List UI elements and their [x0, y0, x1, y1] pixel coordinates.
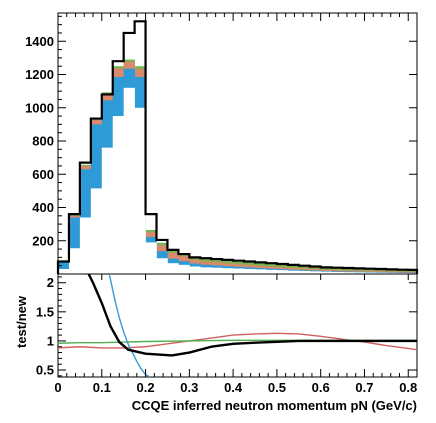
ratio-lines [58, 274, 417, 377]
fill-bar-layer0-bin7 [134, 107, 146, 274]
bottom-x-tick-label-5: 0.5 [268, 380, 286, 395]
fill-bar-layer0-bin4 [101, 147, 114, 274]
fill-bar-layer0-bin18 [255, 269, 267, 274]
fill-bar-layer0-bin10 [167, 263, 179, 274]
fill-bar-layer0-bin12 [189, 266, 201, 274]
top-y-tick-label-3: 800 [32, 134, 54, 149]
top-stacked-fills [58, 59, 418, 275]
bottom-panel-frame [57, 273, 418, 378]
fill-bar-layer0-bin1 [68, 248, 81, 274]
bottom-x-tick-label-1: 0.1 [93, 380, 111, 395]
fill-bar-layer0-bin28 [364, 272, 376, 274]
top-outline-histogram [56, 20, 419, 274]
fill-bar-layer0-bin3 [90, 188, 103, 274]
top-y-tick-label-1: 400 [32, 200, 54, 215]
bottom-x-tick-label-4: 0.4 [224, 380, 243, 395]
fill-bar-layer1-bin1 [68, 217, 81, 274]
top-axis-ticks: 200 400 600 800 1000 1200 1400 [25, 13, 417, 267]
y-axis-title-bottom: test/new [14, 295, 29, 348]
fill-bar-layer0-bin14 [211, 267, 223, 274]
ratio-line-1 [108, 274, 151, 377]
bottom-x-tick-label-6: 0.6 [312, 380, 330, 395]
fill-bar-layer0-bin27 [353, 272, 365, 274]
fill-bar-layer0-bin24 [320, 271, 332, 274]
fill-bar-layer0-bin13 [200, 267, 212, 274]
ratio-line-0 [87, 274, 417, 357]
bottom-x-tick-label-2: 0.2 [137, 380, 155, 395]
bottom-y-tick-label-1: 1 [47, 333, 54, 348]
fill-bar-layer0-bin8 [145, 242, 157, 274]
bottom-y-tick-label-2: 1.5 [36, 304, 54, 319]
fill-bar-layer1-bin0 [58, 262, 70, 274]
fill-bar-layer0-bin19 [265, 269, 278, 274]
top-y-tick-label-6: 1400 [25, 34, 54, 49]
fill-bar-layer0-bin29 [375, 272, 387, 274]
bottom-x-tick-label-8: 0.8 [399, 380, 417, 395]
bottom-y-tick-label-3: 2 [47, 275, 54, 290]
bottom-y-tick-label-0: 0.5 [36, 363, 54, 378]
top-y-tick-label-4: 1000 [25, 100, 54, 115]
fill-bar-layer0-bin2 [79, 217, 92, 274]
top-y-tick-label-5: 1200 [25, 67, 54, 82]
fill-bar-layer0-bin6 [123, 87, 135, 274]
fill-bar-layer0-bin22 [298, 271, 311, 274]
fill-bar-layer0-bin15 [222, 268, 234, 274]
fill-bar-layer0-bin23 [309, 271, 321, 274]
fill-bar-layer0-bin26 [342, 272, 354, 274]
bottom-x-tick-label-7: 0.7 [355, 380, 373, 395]
fill-bar-layer0-bin11 [178, 264, 190, 274]
fill-bar-layer0-bin5 [112, 116, 124, 274]
x-axis-title: CCQE inferred neutron momentum pN (GeV/c… [132, 398, 417, 413]
fill-bar-layer0-bin25 [331, 272, 343, 274]
outline-histogram-line [56, 20, 419, 274]
top-panel: 200 400 600 800 1000 1200 1400 [25, 12, 419, 275]
fill-bar-layer0-bin0 [58, 269, 70, 274]
bottom-panel: 0 0.1 0.2 0.3 0.4 0.5 0.6 0.7 0.8 0.5 1 1.5 2 [36, 13, 418, 395]
top-y-tick-label-0: 200 [32, 233, 54, 248]
fill-bar-layer0-bin9 [156, 258, 168, 274]
ratio-line-2 [58, 332, 417, 351]
fill-bar-layer0-bin21 [287, 270, 300, 274]
top-y-tick-label-2: 600 [32, 167, 54, 182]
bottom-axis-ticks: 0 0.1 0.2 0.3 0.4 0.5 0.6 0.7 0.8 0.5 1 1.5 2 [36, 13, 417, 395]
fill-bar-layer0-bin20 [276, 270, 289, 274]
bottom-x-tick-label-3: 0.3 [180, 380, 198, 395]
fill-bar-layer0-bin16 [233, 268, 245, 274]
fill-bar-layer0-bin30 [386, 272, 398, 274]
fill-bar-layer0-bin17 [244, 269, 256, 274]
bottom-x-tick-label-0: 0 [54, 380, 61, 395]
